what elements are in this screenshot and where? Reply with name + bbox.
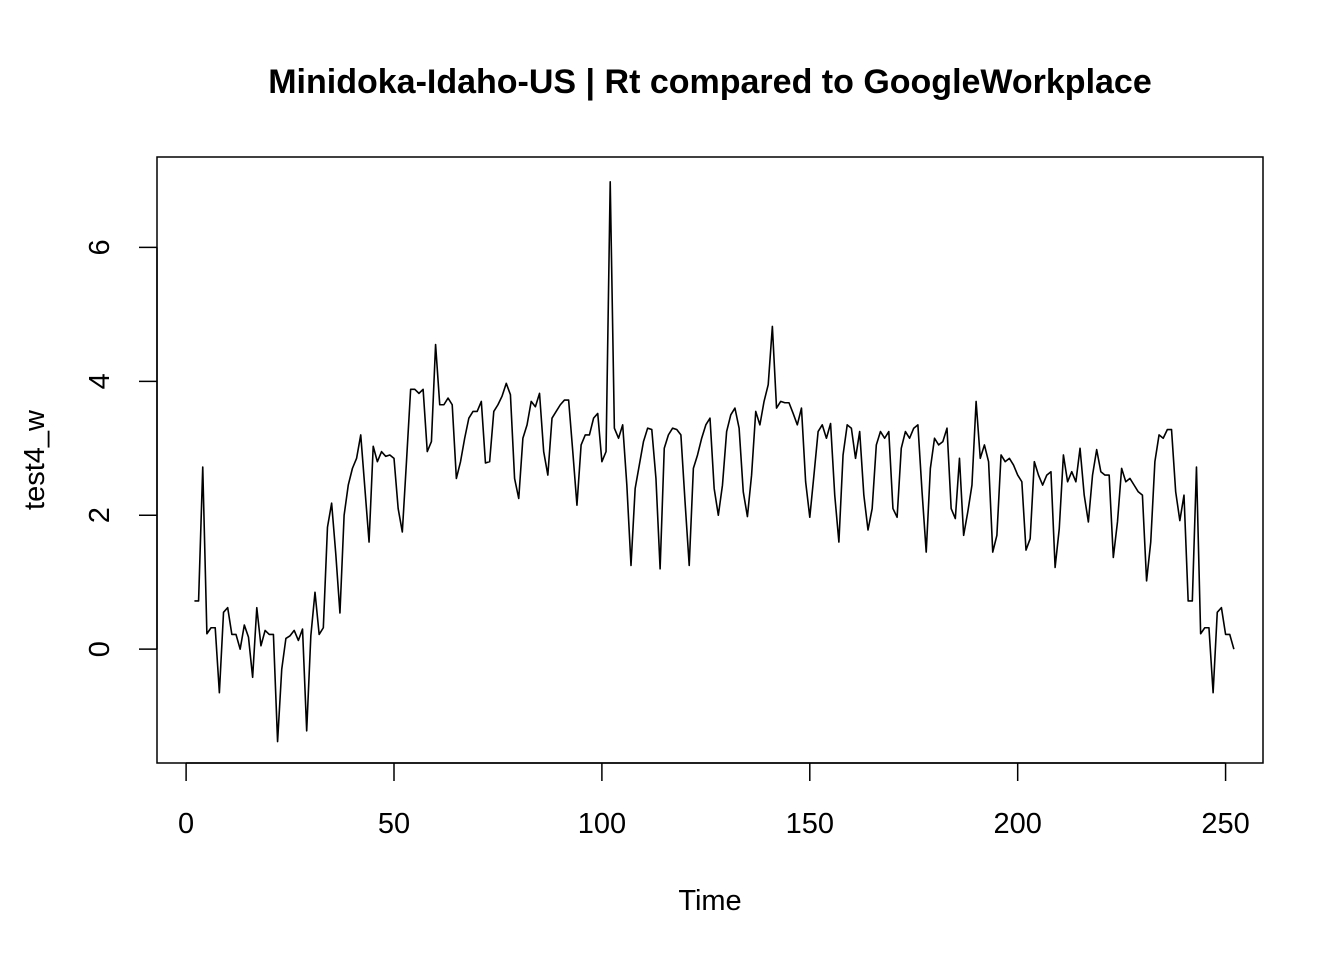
chart-title: Minidoka-Idaho-US | Rt compared to Googl… bbox=[268, 63, 1152, 101]
y-axis-label: test4_w bbox=[19, 409, 51, 510]
x-tick-label: 200 bbox=[993, 808, 1041, 840]
y-tick-label: 6 bbox=[84, 239, 116, 255]
x-tick-label: 50 bbox=[378, 808, 410, 840]
series-line bbox=[194, 180, 1235, 743]
y-tick-label: 0 bbox=[84, 641, 116, 657]
y-tick-label: 4 bbox=[84, 373, 116, 389]
x-tick-label: 0 bbox=[178, 808, 194, 840]
x-tick-label: 250 bbox=[1201, 808, 1249, 840]
x-axis: 0 50 100 150 200 250 bbox=[178, 762, 1250, 840]
x-axis-label: Time bbox=[678, 885, 741, 917]
x-tick-label: 150 bbox=[786, 808, 834, 840]
x-tick-label: 100 bbox=[578, 808, 626, 840]
y-axis: 0 2 4 6 bbox=[84, 239, 158, 657]
plot-frame bbox=[156, 156, 1264, 764]
y-tick-label: 2 bbox=[84, 507, 116, 523]
series-layer bbox=[194, 180, 1235, 743]
